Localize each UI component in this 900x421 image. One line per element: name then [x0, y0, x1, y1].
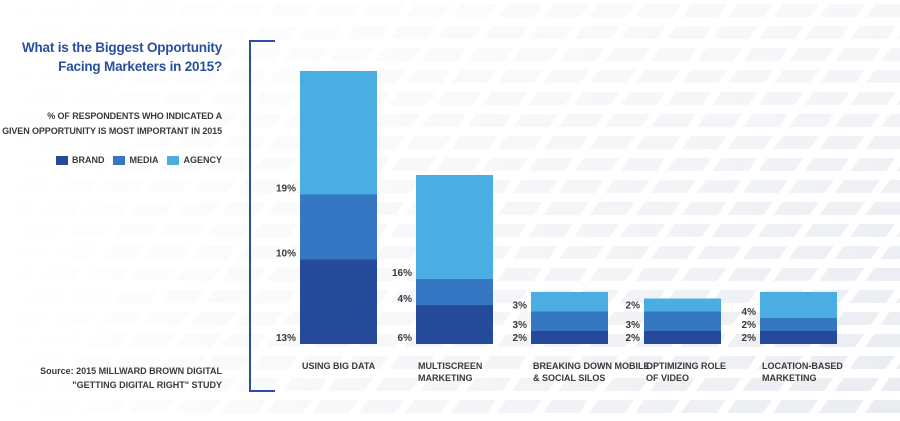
legend-swatch-brand	[55, 155, 68, 165]
bar-segment-media-location-based-marketing	[760, 318, 837, 331]
category-label-breaking-down-mobile-social-silos-line-1: BREAKING DOWN MOBILE	[533, 361, 650, 371]
legend-label-agency: AGENCY	[183, 155, 222, 165]
bar-segment-media-multiscreen-marketing	[416, 279, 493, 305]
category-label-optimizing-role-of-video-line-2: OF VIDEO	[646, 373, 689, 383]
category-label-optimizing-role-of-video-line-1: OPTIMIZING ROLE	[646, 361, 726, 371]
category-label-breaking-down-mobile-social-silos-line-2: & SOCIAL SILOS	[533, 373, 605, 383]
value-label-media-using-big-data: 10%	[276, 249, 296, 260]
value-label-agency-optimizing-role-of-video: 2%	[626, 301, 641, 312]
legend-swatch-media	[113, 155, 126, 165]
bar-segment-media-breaking-down-mobile-social-silos	[531, 311, 608, 331]
category-label-location-based-marketing-line-2: MARKETING	[762, 373, 817, 383]
value-label-agency-location-based-marketing: 4%	[742, 307, 757, 318]
legend-item-brand: BRAND	[55, 155, 105, 165]
chart-subtitle-line-2: GIVEN OPPORTUNITY IS MOST IMPORTANT IN 2…	[2, 126, 222, 136]
legend-label-media: MEDIA	[129, 155, 159, 165]
source-line-1: Source: 2015 MILLWARD BROWN DIGITAL	[40, 366, 222, 376]
value-label-media-location-based-marketing: 2%	[742, 320, 757, 331]
value-label-brand-location-based-marketing: 2%	[742, 333, 757, 344]
chart-title-line-1: What is the Biggest Opportunity	[21, 40, 222, 55]
chart-bracket	[249, 40, 275, 392]
info-panel: What is the Biggest Opportunity Facing M…	[0, 0, 230, 421]
bar-segment-brand-location-based-marketing	[760, 331, 837, 344]
bar-segment-agency-multiscreen-marketing	[416, 175, 493, 279]
value-label-agency-multiscreen-marketing: 16%	[392, 268, 412, 279]
bar-segment-agency-optimizing-role-of-video	[644, 298, 721, 312]
category-label-location-based-marketing-line-1: LOCATION-BASED	[762, 361, 843, 371]
value-label-brand-optimizing-role-of-video: 2%	[626, 333, 641, 344]
value-label-brand-using-big-data: 13%	[276, 333, 296, 344]
bar-segment-media-optimizing-role-of-video	[644, 311, 721, 331]
chart-subtitle: % OF RESPONDENTS WHO INDICATED A GIVEN O…	[0, 109, 222, 139]
source-note: Source: 2015 MILLWARD BROWN DIGITAL "GET…	[0, 364, 222, 392]
value-label-media-breaking-down-mobile-social-silos: 3%	[513, 320, 528, 331]
chart-legend: BRAND MEDIA AGENCY	[55, 155, 222, 165]
value-label-agency-using-big-data: 19%	[276, 184, 296, 195]
legend-item-media: MEDIA	[113, 155, 158, 165]
category-label-using-big-data-line-1: USING BIG DATA	[302, 361, 376, 371]
bar-segment-brand-breaking-down-mobile-social-silos	[531, 331, 608, 344]
category-label-multiscreen-marketing-line-2: MARKETING	[418, 373, 473, 383]
bar-segment-agency-using-big-data	[300, 71, 377, 195]
value-label-brand-breaking-down-mobile-social-silos: 2%	[513, 333, 528, 344]
bar-segment-media-using-big-data	[300, 194, 377, 260]
value-label-media-multiscreen-marketing: 4%	[398, 294, 413, 305]
bar-segment-brand-using-big-data	[300, 259, 377, 344]
category-label-multiscreen-marketing-line-1: MULTISCREEN	[418, 361, 482, 371]
value-label-media-optimizing-role-of-video: 3%	[626, 320, 641, 331]
legend-item-agency: AGENCY	[167, 155, 222, 165]
chart-title: What is the Biggest Opportunity Facing M…	[0, 38, 222, 76]
bar-segment-brand-multiscreen-marketing	[416, 305, 493, 344]
bar-segment-agency-breaking-down-mobile-social-silos	[531, 292, 608, 312]
bar-segment-agency-location-based-marketing	[760, 292, 837, 318]
legend-swatch-agency	[167, 155, 180, 165]
bar-segment-brand-optimizing-role-of-video	[644, 331, 721, 344]
chart-subtitle-line-1: % OF RESPONDENTS WHO INDICATED A	[47, 111, 222, 121]
chart-title-line-2: Facing Marketers in 2015?	[58, 59, 222, 74]
value-label-agency-breaking-down-mobile-social-silos: 3%	[513, 301, 528, 312]
source-line-2: "GETTING DIGITAL RIGHT" STUDY	[72, 380, 222, 390]
value-label-brand-multiscreen-marketing: 6%	[398, 333, 413, 344]
legend-label-brand: BRAND	[71, 155, 105, 165]
